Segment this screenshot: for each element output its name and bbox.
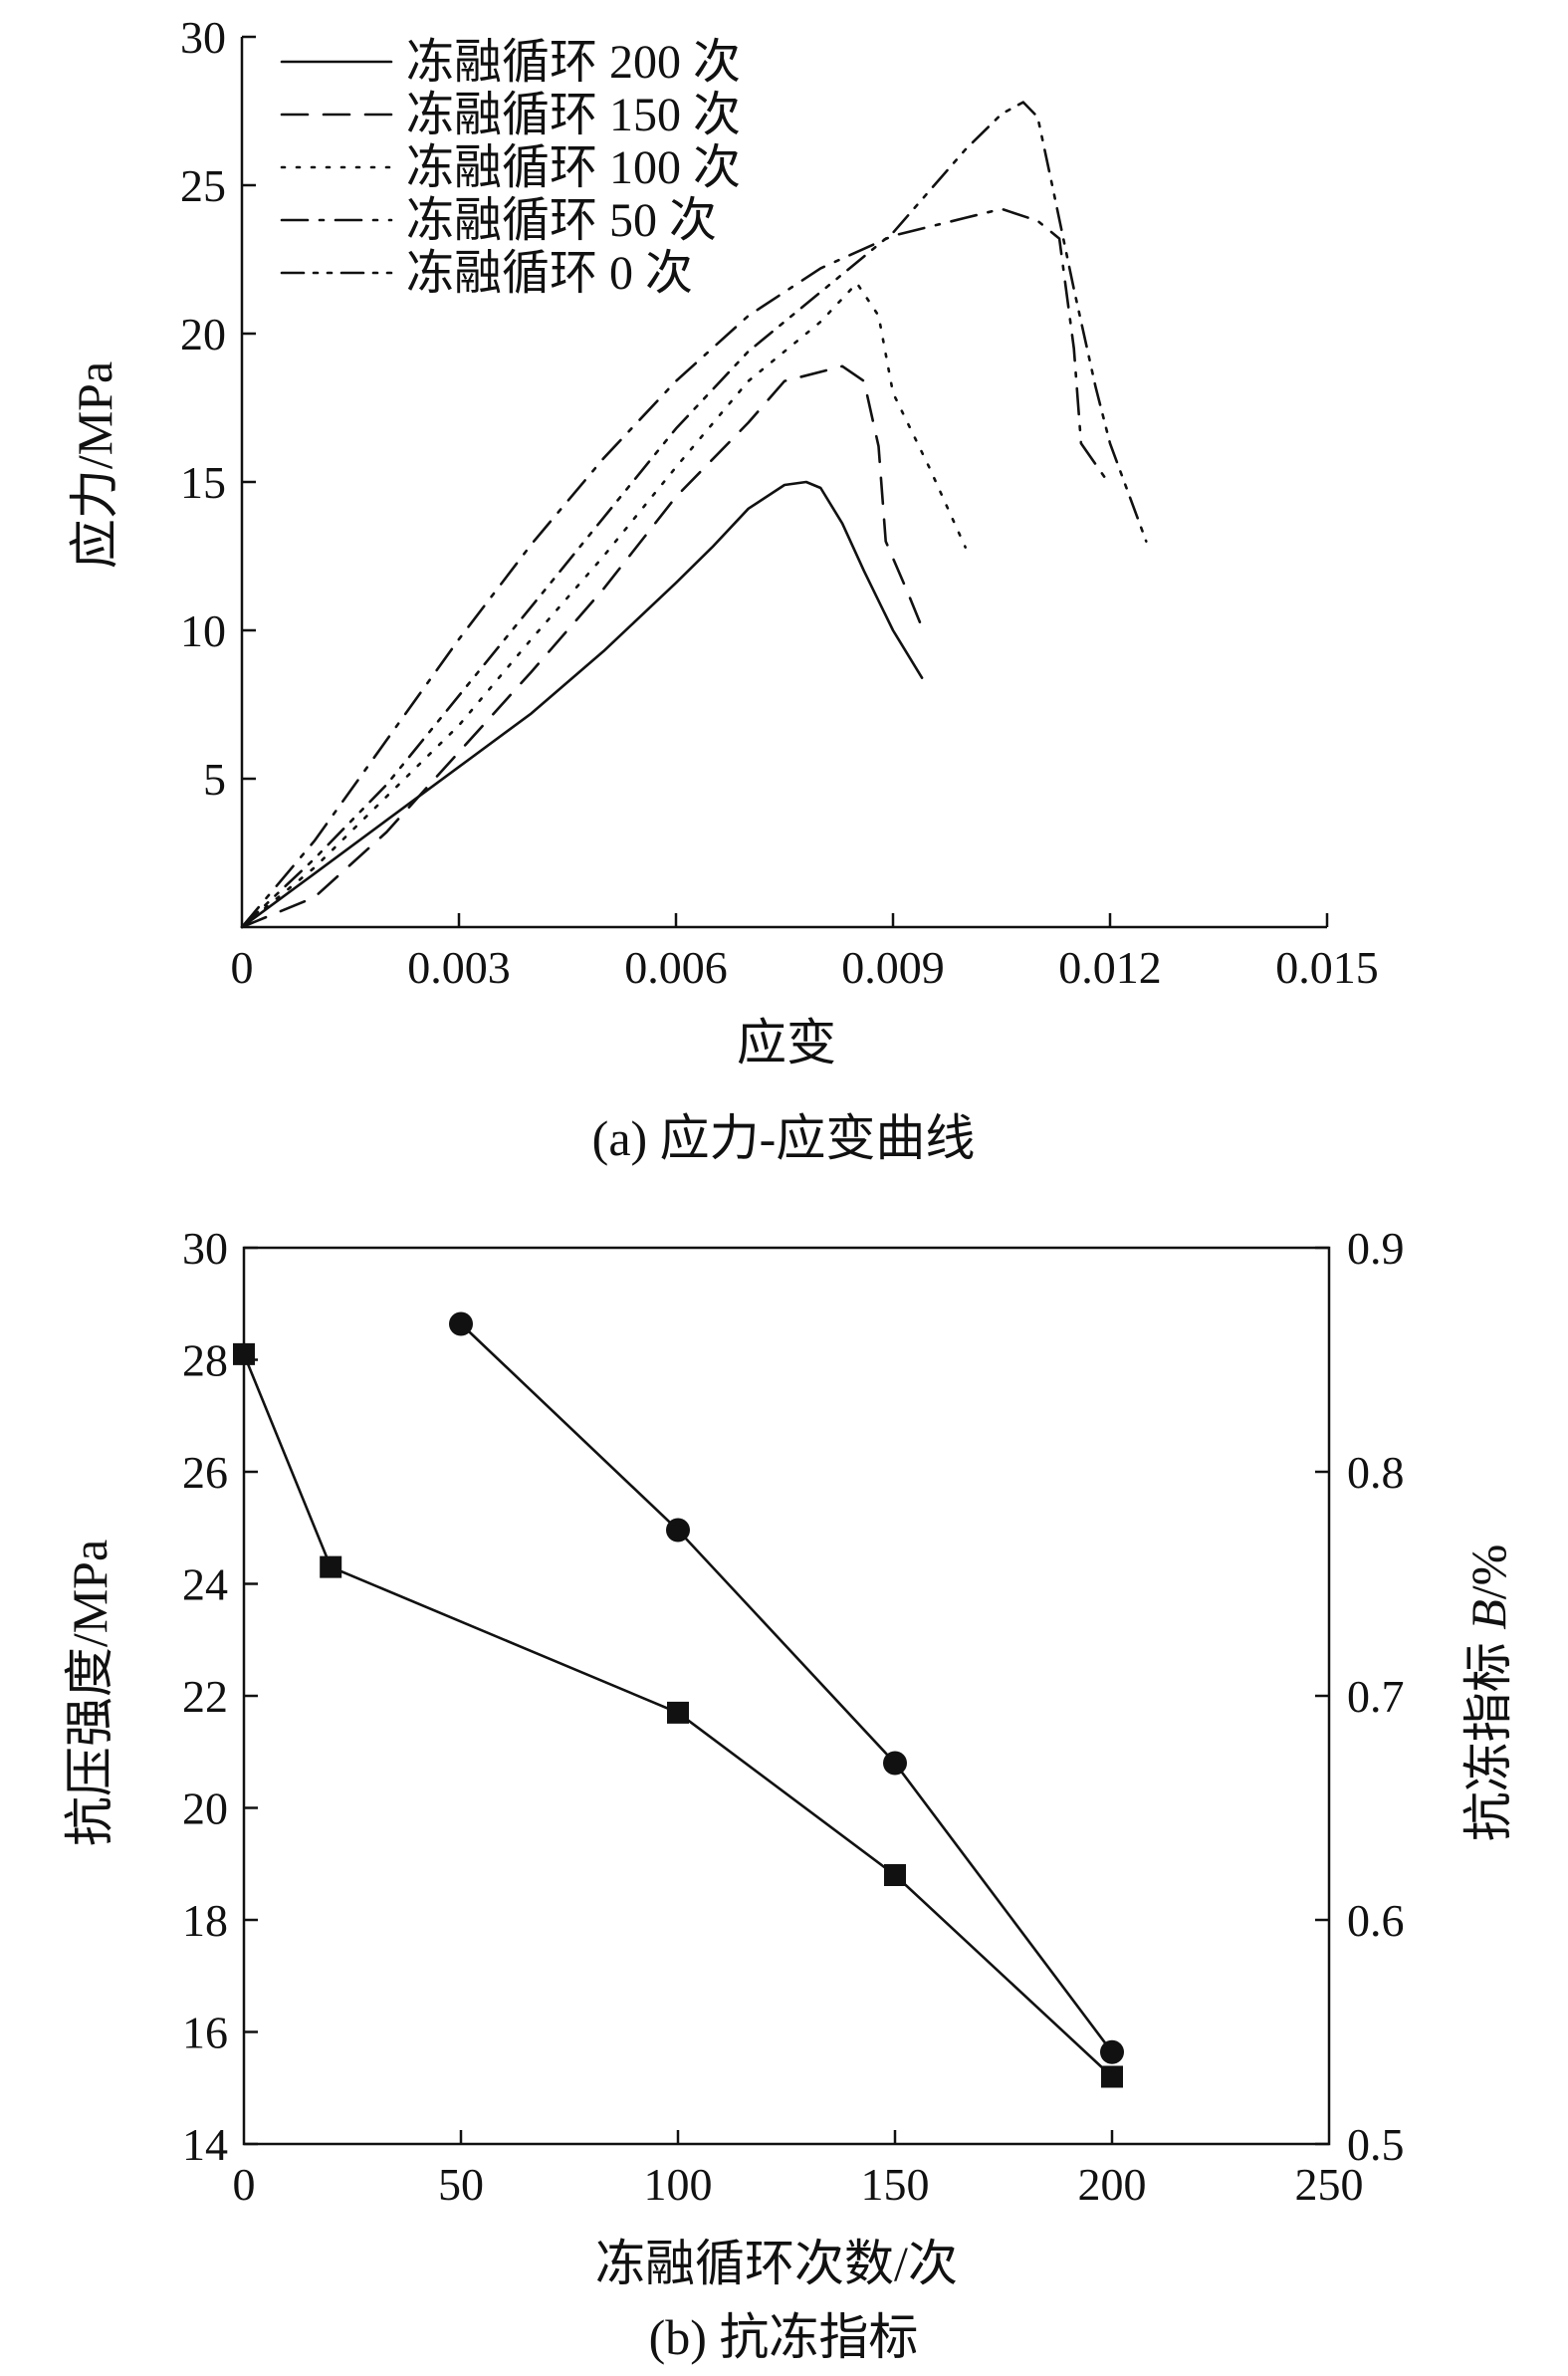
chart-a-legend-label-1: 冻融循环 150 次 <box>406 89 741 141</box>
chart-b-x-tick-label: 150 <box>861 2159 930 2210</box>
chart-b-y2-axis-label: 抗冻指标 B/% <box>1460 1544 1516 1842</box>
chart-a-x-tick-label: 0.015 <box>1275 942 1379 993</box>
chart-b-x-tick-label: 50 <box>438 2159 484 2210</box>
chart-a-series-line-4 <box>240 101 1148 929</box>
chart-a-x-axis-label: 应变 <box>737 1015 836 1070</box>
chart-b-x-axis-label: 冻融循环次数/次 <box>595 2236 958 2291</box>
chart-b-x-tick-label: 0 <box>233 2159 256 2210</box>
chart-b-x-tick-label: 100 <box>644 2159 713 2210</box>
chart-b-tick-labels: 0 50 100 150 200 250 14 16 18 20 22 24 26 28 30 0.5 0.6 0… <box>182 1223 1405 2210</box>
chart-a-y-tick-label: 20 <box>180 309 226 359</box>
chart-b-caption: (b) 抗冻指标 <box>649 2309 919 2365</box>
chart-a-x-tick-label: 0.012 <box>1058 942 1162 993</box>
chart-a-y-axis-label: 应力/MPa <box>67 361 122 569</box>
chart-b-point-square <box>233 1342 255 1365</box>
chart-b-x-tick-label: 250 <box>1295 2159 1364 2210</box>
chart-a-legend-label-3: 冻融循环 50 次 <box>406 194 717 247</box>
chart-b-point-circle <box>1100 2039 1124 2064</box>
chart-b-y-tick-label: 28 <box>182 1335 228 1386</box>
chart-b-point-square <box>1101 2065 1123 2088</box>
chart-a-caption: (a) 应力-应变曲线 <box>592 1110 976 1166</box>
stress-strain-chart: 0 0.003 0.006 0.009 0.012 0.015 5 10 15 20 25 30 冻融… <box>67 12 1379 1166</box>
chart-b-y2-tick-label: 0.8 <box>1347 1447 1405 1498</box>
chart-a-x-tick-label: 0.003 <box>407 942 511 993</box>
chart-b-y2-tick-label: 0.5 <box>1347 2119 1405 2170</box>
chart-a-legend-label-4: 冻融循环 0 次 <box>406 247 693 300</box>
chart-b-y-tick-label: 26 <box>182 1447 228 1498</box>
chart-a-y-tick-label: 10 <box>180 605 226 656</box>
chart-a-legend-label-2: 冻融循环 100 次 <box>406 141 741 194</box>
chart-a-series-line-3 <box>240 207 1112 929</box>
chart-b-axes <box>242 1246 1331 2146</box>
chart-a-series-line-0 <box>240 480 924 929</box>
chart-a-x-tick-label: 0 <box>231 942 254 993</box>
chart-b-y-tick-label: 18 <box>182 1895 228 1946</box>
chart-b-point-square <box>667 1701 689 1724</box>
chart-b-y2-tick-label: 0.6 <box>1347 1895 1405 1946</box>
chart-a-y-tick-label: 25 <box>180 160 226 211</box>
chart-b-y-tick-label: 20 <box>182 1783 228 1834</box>
chart-a-legend-label-0: 冻融循环 200 次 <box>406 36 741 89</box>
chart-a-y-tick-label: 5 <box>203 754 226 805</box>
chart-b-point-circle <box>666 1518 690 1543</box>
chart-b-y-tick-label: 22 <box>182 1671 228 1722</box>
chart-b-point-circle <box>883 1751 907 1776</box>
chart-b-series-line-1 <box>460 1322 1114 2053</box>
chart-a-series-lines <box>240 101 1148 929</box>
chart-b-plot-frame <box>242 1246 1331 2146</box>
chart-a-x-tick-label: 0.009 <box>841 942 945 993</box>
chart-b-y-axis-label: 抗压强度/MPa <box>62 1540 117 1846</box>
chart-a-series-line-2 <box>240 282 967 929</box>
chart-a-y-tick-label: 15 <box>180 457 226 508</box>
chart-b-x-tick-label: 200 <box>1078 2159 1147 2210</box>
chart-b-y2-tick-label: 0.9 <box>1347 1223 1405 1274</box>
chart-b-y2-tick-label: 0.7 <box>1347 1671 1405 1722</box>
chart-b-point-square <box>320 1555 342 1578</box>
chart-b-point-square <box>884 1864 906 1886</box>
chart-b-y-tick-label: 14 <box>182 2119 228 2170</box>
chart-b-point-circle <box>449 1311 473 1336</box>
chart-b-y-tick-label: 24 <box>182 1559 228 1610</box>
frost-resistance-chart: 0 50 100 150 200 250 14 16 18 20 22 24 26 28 30 0.5 0.6 0… <box>62 1223 1516 2365</box>
chart-a-tick-labels: 0 0.003 0.006 0.009 0.012 0.015 5 10 15 20 25 30 <box>180 12 1379 993</box>
chart-a-axes <box>240 35 1329 929</box>
chart-b-y-tick-label: 16 <box>182 2008 228 2058</box>
chart-a-series-line-1 <box>240 364 924 929</box>
chart-b-y-tick-label: 30 <box>182 1223 228 1274</box>
chart-a-y-tick-label: 30 <box>180 12 226 63</box>
chart-a-x-tick-label: 0.006 <box>624 942 728 993</box>
chart-b-series <box>233 1311 1124 2088</box>
